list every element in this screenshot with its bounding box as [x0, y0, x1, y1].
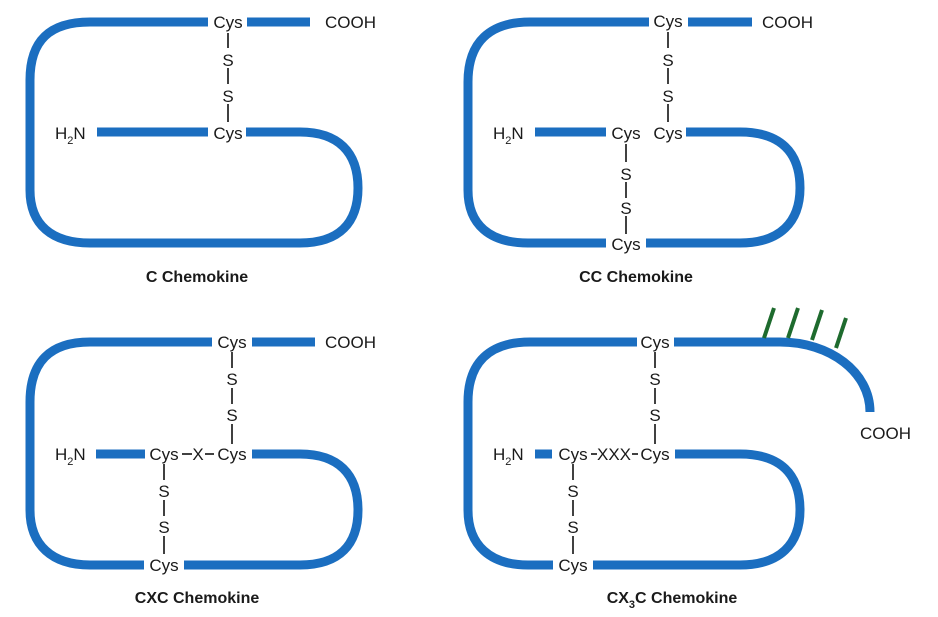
peptide-chain-terminal	[674, 337, 875, 413]
cys-label: Cys	[217, 333, 246, 352]
cys-label: Cys	[558, 445, 587, 464]
peptide-chain	[463, 337, 637, 570]
sulfur-label: S	[620, 199, 631, 218]
cooh-label: COOH	[860, 424, 911, 443]
panel-caption: CC Chemokine	[579, 269, 693, 286]
panel-caption: CX3C Chemokine	[607, 590, 738, 611]
sulfur-label: S	[222, 87, 233, 106]
sulfur-label: S	[649, 370, 660, 389]
panel-cxc-chemokine: Cys S S Cys X Cys S S Cys COOH H2N CXC C…	[25, 333, 376, 607]
panel-cc-chemokine: Cys S S Cys Cys S S Cys COOH H2N CC Chem…	[463, 12, 813, 286]
h2n-label: H2N	[493, 124, 524, 147]
glycosylation-mark	[810, 309, 824, 341]
peptide-chain	[646, 127, 805, 248]
cys-label: Cys	[149, 445, 178, 464]
cys-label: Cys	[558, 556, 587, 575]
cys-label: Cys	[213, 13, 242, 32]
cys-label: Cys	[217, 445, 246, 464]
cys-label: Cys	[653, 124, 682, 143]
cys-label: Cys	[640, 333, 669, 352]
sulfur-label: S	[567, 482, 578, 501]
cys-label: Cys	[653, 12, 682, 31]
panel-caption: C Chemokine	[146, 269, 248, 286]
glycosylation-mark	[786, 307, 800, 339]
peptide-chain	[25, 337, 212, 570]
sulfur-label: S	[662, 87, 673, 106]
sulfur-label: S	[222, 51, 233, 70]
cys-label: Cys	[611, 235, 640, 254]
x-residue-label: X	[192, 445, 203, 464]
cooh-label: COOH	[325, 333, 376, 352]
peptide-chain	[463, 17, 649, 248]
h2n-label: H2N	[493, 445, 524, 468]
sulfur-label: S	[226, 406, 237, 425]
sulfur-label: S	[226, 370, 237, 389]
peptide-chain	[25, 17, 363, 248]
peptide-chain	[593, 449, 805, 570]
cys-label: Cys	[640, 445, 669, 464]
panel-c-chemokine: Cys S S Cys COOH H2N C Chemokine	[25, 13, 376, 286]
cys-label: Cys	[611, 124, 640, 143]
panel-cx3c-chemokine: Cys S S Cys XXX Cys S S Cys COOH H2N CX3…	[463, 307, 911, 611]
cooh-label: COOH	[325, 13, 376, 32]
glycosylation-mark	[834, 317, 848, 349]
sulfur-label: S	[620, 165, 631, 184]
sulfur-label: S	[662, 51, 673, 70]
cys-label: Cys	[149, 556, 178, 575]
xxx-residue-label: XXX	[597, 445, 631, 464]
sulfur-label: S	[158, 482, 169, 501]
sulfur-label: S	[567, 518, 578, 537]
h2n-label: H2N	[55, 124, 86, 147]
cooh-label: COOH	[762, 13, 813, 32]
h2n-label: H2N	[55, 445, 86, 468]
sulfur-label: S	[158, 518, 169, 537]
sulfur-label: S	[649, 406, 660, 425]
glycosylation-mark	[762, 307, 776, 339]
cys-label: Cys	[213, 124, 242, 143]
peptide-chain	[184, 449, 363, 570]
panel-caption: CXC Chemokine	[135, 590, 260, 607]
